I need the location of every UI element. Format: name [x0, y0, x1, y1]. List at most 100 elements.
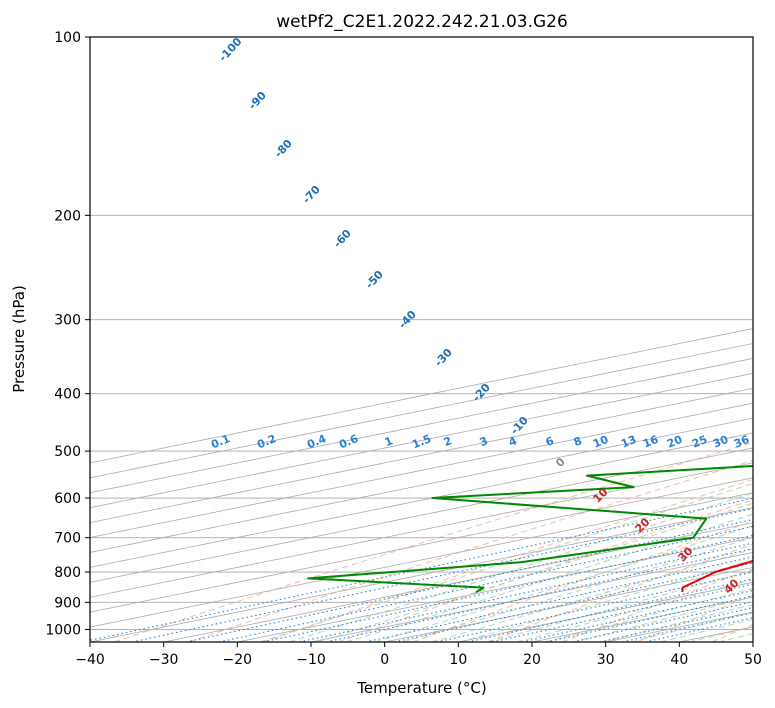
dewpoint-profile [307, 464, 753, 593]
x-tick-label: −40 [75, 652, 105, 668]
x-axis: −40 −30 −20 −10 0 10 20 30 40 50 [75, 642, 762, 668]
isotherm-line [90, 492, 753, 628]
moist-adiabat [487, 569, 753, 642]
y-tick-label: 900 [54, 595, 81, 611]
moist-adiabat-label: 30 [676, 544, 696, 564]
dry-adiabat-label: -40 [396, 308, 419, 332]
dry-adiabat [263, 479, 753, 642]
moist-adiabat-label: 20 [633, 515, 653, 535]
isotherm-line [90, 402, 753, 538]
dry-adiabat-label: -70 [300, 183, 323, 207]
mixing-ratio-line [262, 534, 753, 642]
sounding-profiles [307, 464, 753, 593]
temperature-profile [681, 560, 753, 593]
x-tick-label: 0 [380, 652, 389, 668]
dry-adiabat [113, 441, 753, 642]
isotherm-line [90, 372, 753, 509]
dry-adiabat-label: -20 [470, 381, 493, 405]
mixing-ratio-label: 6 [544, 434, 556, 449]
y-axis: 100 200 300 400 500 600 700 800 900 1000 [45, 30, 90, 638]
dry-adiabat-label: -100 [216, 35, 245, 64]
mixing-ratio-label: 0.2 [255, 432, 278, 451]
dry-adiabat [188, 459, 753, 642]
isotherm-line [90, 328, 753, 464]
x-tick-label: −20 [223, 652, 253, 668]
x-tick-label: 10 [449, 652, 467, 668]
background-lines [90, 37, 753, 642]
y-tick-label: 400 [54, 387, 81, 403]
isotherm-line [90, 432, 753, 568]
mixing-ratio-label: 2 [442, 434, 454, 449]
mixing-ratio-label: 0.4 [305, 432, 328, 451]
mixing-ratio-label: 8 [572, 434, 584, 449]
isotherm-line [163, 522, 753, 642]
chart-title: wetPf2_C2E1.2022.242.21.03.G26 [276, 12, 568, 32]
x-axis-label: Temperature (°C) [356, 679, 486, 697]
mixing-ratio-label: 13 [619, 433, 638, 451]
line-labels: -100-90-80-70-60-50-40-30-20-10010203040… [209, 35, 751, 597]
mixing-ratio-label: 25 [690, 433, 709, 451]
mixing-ratio-line [572, 601, 753, 642]
mixing-ratio-label: 10 [591, 433, 610, 451]
plot-frame [89, 36, 754, 643]
isotherm-line [90, 343, 753, 479]
moist-adiabat [260, 482, 753, 642]
x-tick-label: −10 [296, 652, 326, 668]
isotherm-line [531, 596, 753, 642]
mixing-ratio-line [599, 606, 753, 642]
isotherm-line [90, 387, 753, 524]
mixing-ratio-label: 1 [383, 434, 395, 449]
dry-adiabat-label: -60 [331, 227, 354, 251]
y-axis-label: Pressure (hPa) [10, 285, 28, 393]
isotherm-line [90, 477, 753, 613]
dry-adiabat [338, 499, 753, 642]
y-tick-label: 300 [54, 313, 81, 329]
dry-adiabat [636, 594, 753, 642]
y-tick-label: 600 [54, 491, 81, 507]
isotherm-line [90, 447, 753, 583]
mixing-ratio-label: 36 [732, 433, 751, 451]
moist-adiabat [402, 536, 753, 642]
isotherm-line [90, 417, 753, 553]
dry-adiabat [711, 624, 753, 642]
x-tick-label: 30 [597, 652, 615, 668]
isotherm-line [90, 462, 753, 598]
mixing-ratio-line [365, 556, 753, 642]
mixing-ratio-line [467, 578, 753, 642]
moist-adiabat [459, 559, 753, 642]
dry-adiabat-label: -30 [432, 346, 455, 370]
mixing-ratio-label: 30 [711, 433, 730, 451]
mixing-ratio-label: 0.6 [337, 432, 360, 451]
isotherm-line [90, 358, 753, 494]
moist-adiabat [288, 492, 753, 642]
moist-adiabat [431, 548, 753, 642]
isotherm-line [237, 537, 753, 642]
y-tick-label: 800 [54, 565, 81, 581]
mixing-ratio-label: 3 [478, 434, 490, 449]
mixing-ratio-label: 16 [641, 433, 660, 451]
x-tick-label: 40 [670, 652, 688, 668]
dry-adiabat-label: -80 [272, 137, 295, 161]
y-tick-label: 100 [54, 30, 81, 46]
x-tick-label: 50 [744, 652, 762, 668]
mixing-ratio-label: 20 [665, 433, 684, 451]
y-tick-label: 500 [54, 444, 81, 460]
y-tick-label: 1000 [45, 622, 81, 638]
dry-adiabat-label: -90 [246, 89, 269, 113]
moist-adiabat [317, 502, 753, 642]
isotherm-line [310, 552, 753, 642]
dry-adiabat-label: -50 [363, 268, 386, 292]
moist-adiabat [573, 596, 753, 642]
moist-adiabat [718, 633, 753, 642]
isotherm-line [752, 641, 753, 642]
moist-adiabat [516, 579, 753, 642]
isotherm-line [458, 581, 753, 642]
isotherm-line [90, 507, 753, 642]
x-tick-label: −30 [149, 652, 179, 668]
mixing-ratio-label: 1.5 [410, 432, 433, 451]
mixing-ratio-line [218, 525, 753, 642]
x-tick-label: 20 [523, 652, 541, 668]
mixing-ratio-line [325, 548, 753, 642]
